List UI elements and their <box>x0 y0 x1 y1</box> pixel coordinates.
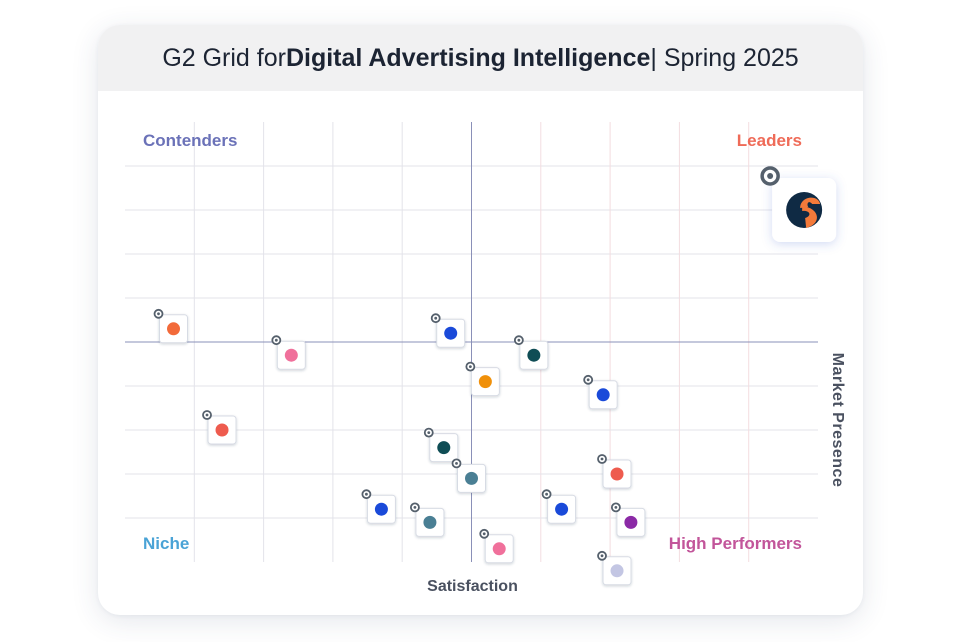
vendor-point <box>430 313 466 348</box>
vendor-point <box>597 454 632 489</box>
vendor-point <box>541 489 577 524</box>
pin-dot <box>427 431 431 434</box>
title-prefix: G2 Grid for <box>162 43 286 72</box>
vendor-dot <box>624 515 638 529</box>
vendor-dot <box>610 467 624 481</box>
vendor-dot <box>284 348 298 362</box>
vendor-dot <box>437 441 451 455</box>
quadrant-label-high-performers: High Performers <box>668 534 802 553</box>
vendor-dot <box>555 502 569 516</box>
quadrant-label-leaders: Leaders <box>736 131 802 150</box>
vendor-point <box>202 410 237 445</box>
pin-dot <box>517 338 521 342</box>
vendor-dot <box>465 471 478 485</box>
quadrant-label-niche: Niche <box>143 534 190 553</box>
grid-lines <box>125 122 818 562</box>
pin-dot <box>274 338 278 342</box>
vendor-dot <box>610 564 624 578</box>
logo-bottom <box>802 206 817 228</box>
chart-title: G2 Grid for Digital Advertising Intellig… <box>98 25 863 91</box>
vendor-points <box>153 166 837 586</box>
similarweb-logo-icon <box>786 192 823 228</box>
pin-dot <box>468 365 472 368</box>
highlighted-vendor <box>760 166 837 242</box>
vendor-point <box>597 550 632 586</box>
vendor-point <box>451 458 486 493</box>
pin-dot <box>545 492 548 496</box>
g2-grid-card: G2 Grid for Digital Advertising Intellig… <box>98 25 863 615</box>
vendor-point <box>361 489 396 524</box>
pin-dot <box>586 378 590 382</box>
pin-dot <box>455 462 458 465</box>
pin-dot <box>614 506 618 509</box>
vendor-point <box>513 335 549 370</box>
vendor-point <box>610 502 646 537</box>
pin-dot <box>600 457 604 461</box>
pin-dot <box>205 413 209 417</box>
pin-dot <box>413 506 417 509</box>
vendor-dot <box>444 326 458 340</box>
vendor-point <box>583 374 618 410</box>
pin-dot <box>600 554 604 558</box>
x-axis-label: Satisfaction <box>427 578 518 595</box>
y-axis-label: Market Presence <box>829 352 846 488</box>
vendor-dot <box>527 348 541 362</box>
pin-dot <box>767 173 774 179</box>
pin-dot <box>482 532 486 536</box>
vendor-point <box>153 308 189 344</box>
vendor-point <box>271 335 306 370</box>
quadrant-label-contenders: Contenders <box>143 131 238 150</box>
vendor-dot <box>374 502 388 516</box>
vendor-point <box>410 502 445 537</box>
vendor-dot <box>423 515 437 529</box>
pin-dot <box>434 316 438 320</box>
vendor-dot <box>596 388 610 402</box>
vendor-dot <box>215 423 229 437</box>
logo-top <box>800 197 821 208</box>
vendor-point <box>423 427 459 463</box>
vendor-dot <box>167 322 181 336</box>
title-category: Digital Advertising Intelligence <box>285 43 651 72</box>
pin-dot <box>157 312 160 316</box>
vendor-point <box>479 528 514 564</box>
vendor-point <box>465 361 500 397</box>
title-suffix: | Spring 2025 <box>650 43 799 72</box>
vendor-dot <box>492 542 506 556</box>
vendor-dot <box>478 375 492 389</box>
pin-dot <box>365 492 368 496</box>
